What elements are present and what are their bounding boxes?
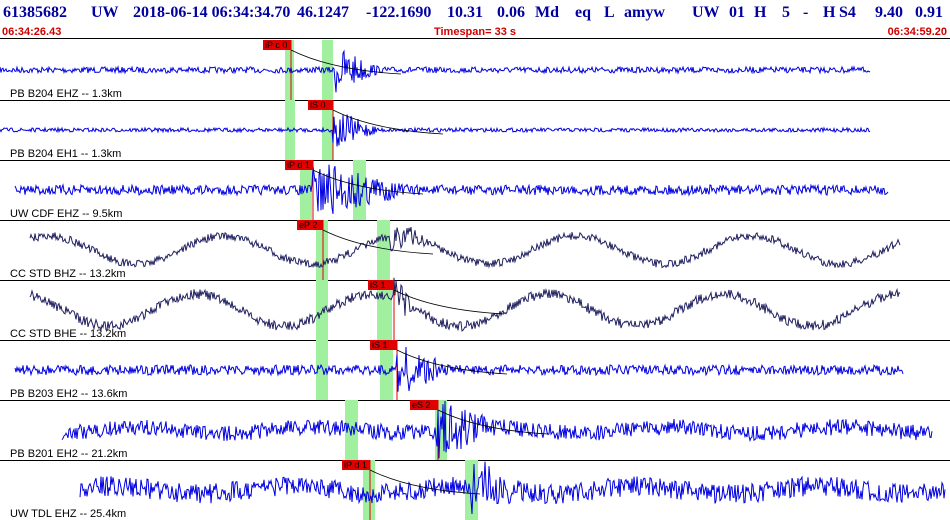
- trace-label: PB B201 EH2 -- 21.2km: [10, 448, 127, 460]
- phase-window: [285, 100, 295, 160]
- header-field: 5: [782, 4, 790, 21]
- pick-flag: [342, 460, 370, 470]
- coda-curve: [393, 289, 505, 315]
- pick-flag: [297, 220, 323, 230]
- waveform: [14, 164, 889, 214]
- coda-curve: [322, 229, 434, 255]
- phase-window: [377, 220, 390, 280]
- coda-curve: [290, 49, 402, 75]
- phase-window: [380, 340, 393, 400]
- pick-flag: [263, 40, 291, 50]
- trace-label: UW TDL EHZ -- 25.4km: [10, 508, 126, 520]
- trace-label: CC STD BHZ -- 13.2km: [10, 268, 126, 280]
- header-field: amyw: [624, 4, 665, 21]
- pick-label: iS 1: [372, 340, 388, 350]
- trace-label: CC STD BHE -- 13.2km: [10, 328, 126, 340]
- pick-flag: [370, 340, 397, 350]
- header-field: 46.1247: [297, 4, 349, 21]
- pick-label: iS 0: [310, 100, 326, 110]
- pick-label: iP d 1: [287, 160, 310, 170]
- waveform: [14, 346, 904, 392]
- pick-label: eS 2: [412, 400, 431, 410]
- waveform: [0, 114, 871, 147]
- timespan: Timespan= 33 s: [434, 26, 516, 38]
- trace-label: PB B204 EHZ -- 1.3km: [10, 88, 122, 100]
- header-field: 9.40: [875, 4, 903, 21]
- header-field: eq: [575, 4, 591, 21]
- pick-flag: [285, 160, 313, 170]
- waveform: [29, 226, 901, 269]
- trace-label: PB B203 EH2 -- 13.6km: [10, 388, 127, 400]
- waveform: [61, 400, 933, 459]
- header-field: L: [604, 4, 615, 21]
- header-field: 0.91: [915, 4, 943, 21]
- coda-curve: [312, 169, 424, 195]
- phase-window: [353, 160, 366, 220]
- header-field: Md: [535, 4, 559, 21]
- waveform: [0, 49, 871, 93]
- trace-label: UW CDF EHZ -- 9.5km: [10, 208, 122, 220]
- pick-label: iP d 1: [344, 460, 367, 470]
- time-end: 06:34:59.20: [888, 26, 947, 38]
- header-field: 2018-06-14 06:34:34.70: [133, 4, 290, 21]
- waveform: [79, 461, 946, 515]
- header-field: UW: [692, 4, 720, 21]
- header-field: 10.31: [447, 4, 483, 21]
- pick-flag: [410, 400, 438, 410]
- phase-window: [363, 460, 375, 520]
- coda-curve: [369, 469, 481, 495]
- pick-label: iP c 0: [265, 40, 287, 50]
- pick-label: eP 2: [299, 220, 317, 230]
- header-field: 01: [729, 4, 745, 21]
- coda-curve: [437, 409, 549, 435]
- pick-flag: [368, 280, 394, 290]
- header-field: H: [754, 4, 767, 21]
- header-field: H: [823, 4, 836, 21]
- header-field: 0.06: [497, 4, 525, 21]
- pick-flag: [308, 100, 333, 110]
- header-field: 61385682: [3, 4, 67, 21]
- time-start: 06:34:26.43: [2, 26, 61, 38]
- phase-window: [316, 340, 328, 400]
- pick-label: iS 1: [370, 280, 386, 290]
- waveform: [29, 277, 901, 332]
- header-field: -122.1690: [366, 4, 431, 21]
- header-field: S4: [839, 4, 856, 21]
- header-field: UW: [91, 4, 119, 21]
- header-field: -: [803, 4, 808, 21]
- coda-curve: [396, 349, 508, 375]
- trace-label: PB B204 EH1 -- 1.3km: [10, 148, 121, 160]
- coda-curve: [332, 109, 444, 135]
